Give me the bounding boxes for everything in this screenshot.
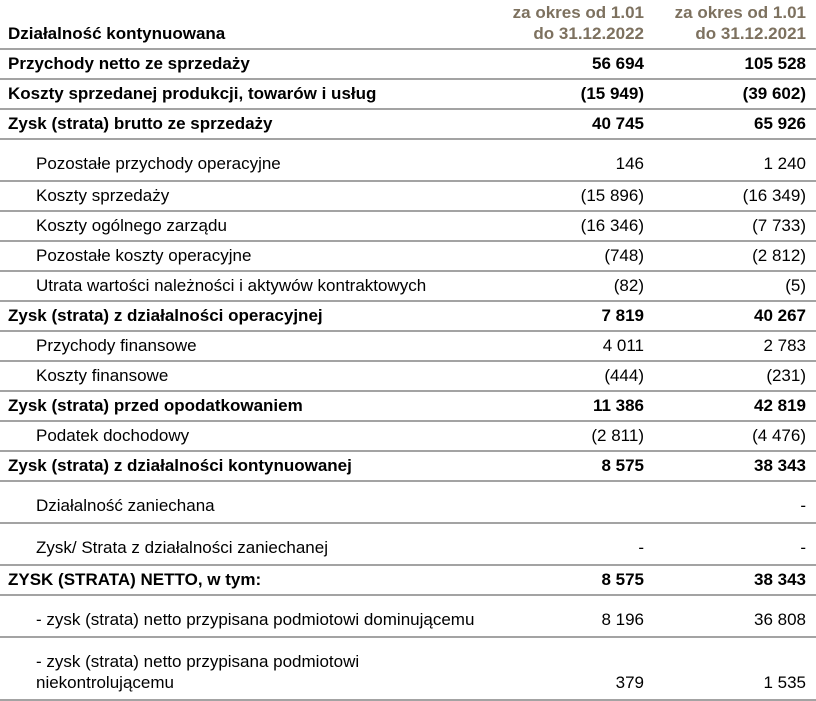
table-row: Przychody finansowe 4 011 2 783 <box>0 331 816 361</box>
row-label: Pozostałe koszty operacyjne <box>36 246 252 265</box>
row-label: Utrata wartości należności i aktywów kon… <box>36 276 427 295</box>
value-2021: 1 535 <box>763 673 806 692</box>
value-2022: (748) <box>604 246 644 265</box>
value-2022: (15 896) <box>580 186 644 205</box>
value-2022: 379 <box>615 673 644 692</box>
row-label: Działalność zaniechana <box>36 496 215 515</box>
table-row: Zysk/ Strata z działalności zaniechanej … <box>0 523 816 565</box>
row-label: - zysk (strata) netto przypisana podmiot… <box>36 610 475 629</box>
row-label: Przychody netto ze sprzedaży <box>8 54 250 73</box>
value-2021: (5) <box>785 276 806 295</box>
table-row: Przychody netto ze sprzedaży 56 694 105 … <box>0 49 816 79</box>
table-row: Zysk (strata) z działalności kontynuowan… <box>0 451 816 481</box>
value-2022: 8 196 <box>601 610 644 629</box>
value-2022 <box>480 481 650 523</box>
table-row: Pozostałe przychody operacyjne 146 1 240 <box>0 139 816 181</box>
value-2021: 1 240 <box>763 154 806 173</box>
value-2021: (231) <box>766 366 806 385</box>
row-label: Zysk (strata) z działalności operacyjnej <box>8 306 323 325</box>
row-label: Pozostałe przychody operacyjne <box>36 154 281 173</box>
row-label: Zysk (strata) brutto ze sprzedaży <box>8 114 273 133</box>
value-2021: 40 267 <box>754 306 806 325</box>
row-label: Zysk (strata) przed opodatkowaniem <box>8 396 303 415</box>
row-label: Zysk/ Strata z działalności zaniechanej <box>36 538 328 557</box>
table-row: Zysk (strata) z działalności operacyjnej… <box>0 301 816 331</box>
value-2022: (16 346) <box>580 216 644 235</box>
table-row: - zysk (strata) netto przypisana podmiot… <box>0 637 816 700</box>
row-label: - zysk (strata) netto przypisana podmiot… <box>36 652 360 692</box>
value-2021: (4 476) <box>752 426 806 445</box>
value-2021: 105 528 <box>744 54 806 73</box>
value-2022: (444) <box>604 366 644 385</box>
table-row: Koszty sprzedanej produkcji, towarów i u… <box>0 79 816 109</box>
value-2022: 8 575 <box>601 456 644 475</box>
period-2021-header: za okres od 1.01 do 31.12.2021 <box>650 0 816 49</box>
value-2022: (15 949) <box>580 84 644 103</box>
value-2021: - <box>800 496 806 515</box>
table-row: Koszty ogólnego zarządu (16 346) (7 733) <box>0 211 816 241</box>
row-label: Koszty finansowe <box>36 366 169 385</box>
section-title: Działalność kontynuowana <box>8 24 226 43</box>
value-2022: 40 745 <box>592 114 644 133</box>
row-label: Zysk (strata) z działalności kontynuowan… <box>8 456 352 475</box>
value-2021: - <box>800 538 806 557</box>
table-row: ZYSK (STRATA) NETTO, w tym: 8 575 38 343 <box>0 565 816 595</box>
table-body: Przychody netto ze sprzedaży 56 694 105 … <box>0 49 816 700</box>
table-row: Zysk (strata) przed opodatkowaniem 11 38… <box>0 391 816 421</box>
value-2022: 146 <box>615 154 644 173</box>
row-label: Koszty sprzedanej produkcji, towarów i u… <box>8 84 377 103</box>
row-label: Przychody finansowe <box>36 336 197 355</box>
value-2021: (16 349) <box>742 186 806 205</box>
value-2021: 65 926 <box>754 114 806 133</box>
value-2021: 38 343 <box>754 570 806 589</box>
value-2022: 4 011 <box>602 336 644 355</box>
value-2021: (7 733) <box>752 216 806 235</box>
value-2021: 36 808 <box>754 610 806 629</box>
value-2021: 2 783 <box>763 336 806 355</box>
table-row: - zysk (strata) netto przypisana podmiot… <box>0 595 816 637</box>
table-row: Zysk (strata) brutto ze sprzedaży 40 745… <box>0 109 816 139</box>
table-row: Koszty sprzedaży (15 896) (16 349) <box>0 181 816 211</box>
value-2022: 56 694 <box>592 54 644 73</box>
value-2022: 11 386 <box>592 396 644 415</box>
header-row: Działalność kontynuowana za okres od 1.0… <box>0 0 816 49</box>
value-2022: - <box>638 538 644 557</box>
value-2021: (39 602) <box>742 84 806 103</box>
value-2022: (2 811) <box>591 426 644 445</box>
value-2022: 7 819 <box>601 306 644 325</box>
value-2021: (2 812) <box>752 246 806 265</box>
row-label: Koszty ogólnego zarządu <box>36 216 227 235</box>
period-2021-line2: do 31.12.2021 <box>695 24 806 43</box>
row-label: ZYSK (STRATA) NETTO, w tym: <box>8 570 262 589</box>
table-row: Działalność zaniechana - <box>0 481 816 523</box>
period-2022-line2: do 31.12.2022 <box>533 24 644 43</box>
period-2022-header: za okres od 1.01 do 31.12.2022 <box>480 0 650 49</box>
period-2022-line1: za okres od 1.01 <box>512 3 644 22</box>
period-2021-line1: za okres od 1.01 <box>674 3 806 22</box>
value-2021: 38 343 <box>754 456 806 475</box>
value-2021: 42 819 <box>754 396 806 415</box>
row-label: Koszty sprzedaży <box>36 186 170 205</box>
value-2022: (82) <box>613 276 644 295</box>
row-label: Podatek dochodowy <box>36 426 190 445</box>
value-2022: 8 575 <box>601 570 644 589</box>
table-row: Pozostałe koszty operacyjne (748) (2 812… <box>0 241 816 271</box>
table-row: Podatek dochodowy (2 811) (4 476) <box>0 421 816 451</box>
table-row: Koszty finansowe (444) (231) <box>0 361 816 391</box>
table-row: Utrata wartości należności i aktywów kon… <box>0 271 816 301</box>
